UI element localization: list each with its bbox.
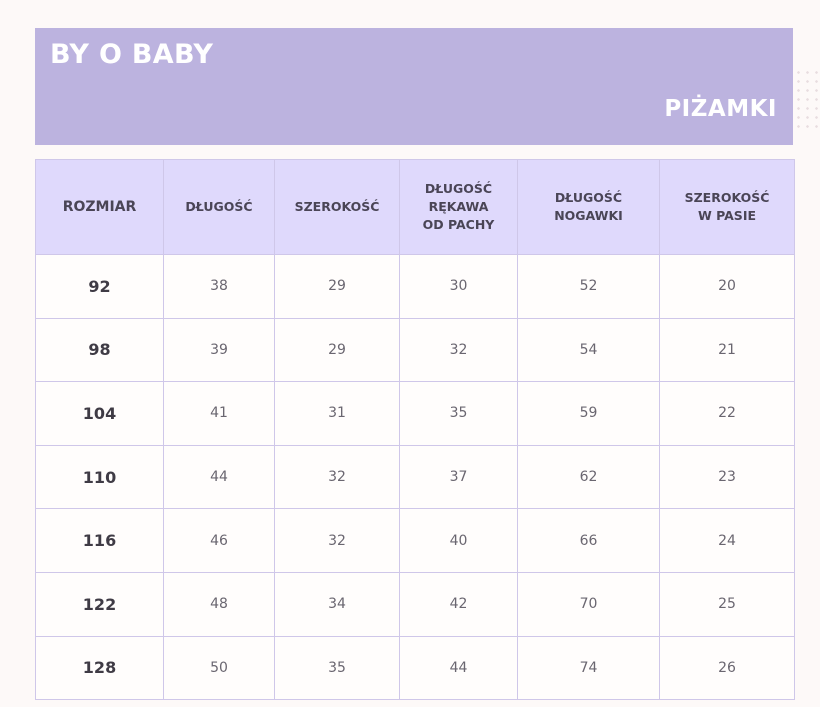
table-cell: 70 [517,571,660,637]
table-row: 92 38 29 30 52 20 [35,254,795,319]
table-cell: 23 [659,444,795,510]
decorative-dots [794,68,820,134]
table-cell: 35 [274,635,400,701]
table-cell: 50 [163,635,275,701]
table-cell: 34 [274,571,400,637]
table-cell: 32 [274,508,400,573]
size-cell: 116 [35,508,164,573]
table-cell: 52 [517,254,660,319]
column-header-width: SZEROKOŚĆ [274,159,400,255]
table-cell: 48 [163,571,275,637]
size-cell: 92 [35,254,164,319]
table-cell: 38 [163,254,275,319]
table-cell: 44 [399,635,518,701]
column-header-size: ROZMIAR [35,159,164,255]
size-cell: 110 [35,444,164,510]
table-cell: 29 [274,317,400,383]
table-cell: 25 [659,571,795,637]
table-cell: 35 [399,381,518,446]
table-cell: 24 [659,508,795,573]
table-cell: 62 [517,444,660,510]
table-cell: 59 [517,381,660,446]
table-cell: 32 [274,444,400,510]
table-cell: 20 [659,254,795,319]
table-cell: 29 [274,254,400,319]
table-row: 98 39 29 32 54 21 [35,317,795,383]
table-header-row: ROZMIAR DŁUGOŚĆ SZEROKOŚĆ DŁUGOŚĆ RĘKAWA… [35,159,795,255]
table-cell: 22 [659,381,795,446]
category-title: PIŻAMKI [664,96,777,122]
column-header-waist-width: SZEROKOŚĆ W PASIE [659,159,795,255]
table-cell: 39 [163,317,275,383]
table-row: 128 50 35 44 74 26 [35,635,795,701]
table-cell: 21 [659,317,795,383]
size-cell: 104 [35,381,164,446]
table-row: 110 44 32 37 62 23 [35,444,795,510]
table-cell: 41 [163,381,275,446]
table-cell: 74 [517,635,660,701]
table-cell: 66 [517,508,660,573]
size-cell: 98 [35,317,164,383]
table-row: 116 46 32 40 66 24 [35,508,795,573]
table-cell: 30 [399,254,518,319]
size-table: ROZMIAR DŁUGOŚĆ SZEROKOŚĆ DŁUGOŚĆ RĘKAWA… [35,159,795,701]
table-row: 104 41 31 35 59 22 [35,381,795,446]
table-cell: 37 [399,444,518,510]
column-header-length: DŁUGOŚĆ [163,159,275,255]
size-cell: 122 [35,571,164,637]
column-header-leg-length: DŁUGOŚĆ NOGAWKI [517,159,660,255]
table-cell: 32 [399,317,518,383]
table-cell: 26 [659,635,795,701]
size-cell: 128 [35,635,164,701]
table-cell: 54 [517,317,660,383]
header-banner: BY O BABY PIŻAMKI [35,28,793,145]
brand-title: BY O BABY [50,39,214,70]
table-cell: 46 [163,508,275,573]
table-cell: 44 [163,444,275,510]
table-row: 122 48 34 42 70 25 [35,571,795,637]
column-header-sleeve-length: DŁUGOŚĆ RĘKAWA OD PACHY [399,159,518,255]
table-cell: 31 [274,381,400,446]
table-cell: 42 [399,571,518,637]
table-cell: 40 [399,508,518,573]
